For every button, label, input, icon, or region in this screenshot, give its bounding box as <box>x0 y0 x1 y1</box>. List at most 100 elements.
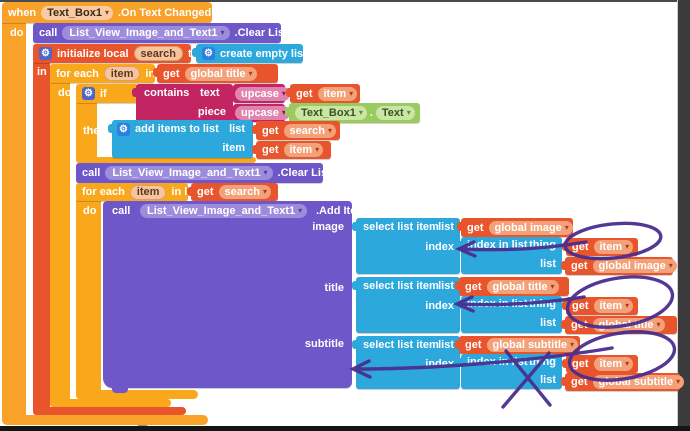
piece-param-label: piece <box>197 106 226 118</box>
var-dropdown[interactable]: global image ▾ <box>592 259 677 273</box>
get-keyword: get <box>572 241 589 253</box>
if-left-column[interactable] <box>76 102 97 157</box>
call-keyword: call <box>82 167 101 179</box>
loop-var-field[interactable]: item <box>103 66 141 81</box>
index-in-list-block-image[interactable]: index in list thing list <box>457 237 562 274</box>
get-global-subtitle-block-2[interactable]: get global subtitle ▾ <box>561 373 685 391</box>
local-var-name-field[interactable]: search <box>133 46 184 61</box>
component-dropdown[interactable]: Text_Box1 ▾ <box>295 106 367 120</box>
get-global-title-block-1[interactable]: get global title ▾ <box>455 277 569 296</box>
get-item-block-title[interactable]: get item ▾ <box>562 297 638 315</box>
select-list-item-block-image[interactable]: select list item list index <box>352 218 460 274</box>
select-list-item-block-subtitle[interactable]: select list item list index <box>352 336 460 389</box>
get-search-block-2[interactable]: get search ▾ <box>187 183 278 201</box>
property-dropdown[interactable]: Text ▾ <box>375 106 415 120</box>
contains-keyword: contains <box>144 87 190 99</box>
var-dropdown[interactable]: global subtitle ▾ <box>486 338 579 352</box>
var-dropdown-label: global title <box>598 319 654 331</box>
if-block[interactable]: ⚙ if <box>76 84 138 103</box>
get-global-subtitle-block-1[interactable]: get global subtitle ▾ <box>455 336 580 354</box>
dropdown-arrow-icon: ▾ <box>327 125 332 135</box>
upcase-block-1[interactable]: upcase ▾ <box>229 84 290 103</box>
var-dropdown[interactable]: global image ▾ <box>488 220 573 235</box>
dropdown-arrow-icon: ▾ <box>625 359 630 368</box>
foreach2-block[interactable]: for each item in list <box>76 183 200 201</box>
var-dropdown[interactable]: global title ▾ <box>486 279 559 294</box>
thing-param-label: thing <box>529 298 556 310</box>
select-list-item-block-title[interactable]: select list item list index <box>352 277 460 333</box>
contains-text-block[interactable]: contains text piece <box>132 84 233 122</box>
when-event-bottom[interactable] <box>2 415 208 425</box>
list-param-label: list <box>540 374 556 386</box>
foreach1-bottom[interactable] <box>50 399 171 407</box>
call-clear-list-block-2[interactable]: call List_View_Image_and_Text1 ▾ .Clear L… <box>76 163 331 183</box>
get-item-block-subtitle[interactable]: get item ▾ <box>562 355 638 373</box>
get-global-title-block[interactable]: get global title ▾ <box>153 64 278 83</box>
foreach1-left-column[interactable] <box>50 82 70 399</box>
var-dropdown[interactable]: item ▾ <box>593 299 634 313</box>
index-in-list-block-title[interactable]: index in list thing list <box>457 296 562 333</box>
var-dropdown[interactable]: global title ▾ <box>184 66 257 81</box>
gear-icon[interactable]: ⚙ <box>82 87 95 100</box>
get-item-block-image[interactable]: get item ▾ <box>562 238 638 256</box>
upcase-dropdown[interactable]: upcase ▾ <box>235 106 290 120</box>
when-event-left-column[interactable] <box>2 22 26 415</box>
upcase-dropdown[interactable]: upcase ▾ <box>235 86 290 101</box>
dropdown-arrow-icon: ▾ <box>104 7 109 17</box>
var-dropdown[interactable]: search ▾ <box>218 185 271 199</box>
get-item-block-if[interactable]: get item ▾ <box>286 84 360 103</box>
add-items-to-list-block[interactable]: ⚙ add items to list list item <box>108 120 253 158</box>
get-search-block-1[interactable]: get search ▾ <box>252 121 340 140</box>
upcase-block-2[interactable]: upcase ▾ <box>229 104 290 122</box>
select-list-item-label: select list item <box>363 280 439 292</box>
var-dropdown[interactable]: global subtitle ▾ <box>592 375 685 389</box>
var-dropdown[interactable]: item ▾ <box>593 357 634 371</box>
get-keyword: get <box>572 300 589 312</box>
dropdown-arrow-icon: ▾ <box>564 222 569 232</box>
dropdown-arrow-icon: ▾ <box>220 28 225 37</box>
loop-var-field[interactable]: item <box>129 184 167 200</box>
event-name: .On Text Changed <box>117 6 212 19</box>
var-dropdown[interactable]: item ▾ <box>593 240 634 254</box>
index-param-label: index <box>425 358 454 370</box>
gear-icon[interactable]: ⚙ <box>39 47 52 60</box>
call-add-item-block[interactable]: call List_View_Image_and_Text1 ▾ .Add Ite… <box>103 201 366 388</box>
dropdown-arrow-icon: ▾ <box>676 377 681 386</box>
get-global-image-block-1[interactable]: get global image ▾ <box>457 218 573 237</box>
init-local-left-column[interactable] <box>33 62 50 407</box>
dropdown-arrow-icon: ▾ <box>262 187 267 196</box>
component-dropdown[interactable]: List_View_Image_and_Text1 ▾ <box>105 166 273 180</box>
gear-icon[interactable]: ⚙ <box>117 123 130 136</box>
textbox-text-property-block[interactable]: Text_Box1 ▾ . Text ▾ <box>285 103 420 123</box>
component-dropdown[interactable]: List_View_Image_and_Text1 ▾ <box>140 204 308 218</box>
gear-icon[interactable]: ⚙ <box>202 47 215 60</box>
get-keyword: get <box>163 67 180 80</box>
get-global-title-block-2[interactable]: get global title ▾ <box>561 316 677 334</box>
var-dropdown[interactable]: item ▾ <box>283 143 324 157</box>
var-dropdown[interactable]: search ▾ <box>283 123 336 138</box>
var-dropdown[interactable]: global title ▾ <box>592 318 665 332</box>
create-empty-list-block[interactable]: ⚙ create empty list <box>192 44 307 63</box>
index-in-list-block-subtitle[interactable]: index in list thing list <box>457 354 562 389</box>
call-clear-list-block-1[interactable]: call List_View_Image_and_Text1 ▾ .Clear L… <box>33 23 288 43</box>
component-dropdown-label: List_View_Image_and_Text1 <box>147 205 296 217</box>
if-bottom[interactable] <box>76 157 256 163</box>
component-dropdown[interactable]: List_View_Image_and_Text1 ▾ <box>62 26 230 40</box>
foreach2-left-column[interactable] <box>76 200 101 390</box>
component-dropdown[interactable]: Text_Box1 ▾ <box>41 5 113 20</box>
foreach1-block[interactable]: for each item in list <box>50 64 174 83</box>
var-dropdown-label: item <box>323 87 347 100</box>
var-dropdown[interactable]: item ▾ <box>317 86 358 101</box>
get-item-block-additems[interactable]: get item ▾ <box>252 141 331 159</box>
init-local-block[interactable]: ⚙ initialize local search to <box>33 44 198 63</box>
init-local-bottom[interactable] <box>33 407 186 415</box>
dropdown-arrow-icon: ▾ <box>656 320 661 329</box>
get-global-image-block-2[interactable]: get global image ▾ <box>561 257 677 275</box>
var-dropdown-label: global subtitle <box>492 339 568 351</box>
foreach2-bottom[interactable] <box>76 390 198 399</box>
index-in-list-label: index in list <box>467 298 528 310</box>
list-param-label: list <box>540 317 556 329</box>
when-event-block[interactable]: when Text_Box1 ▾ .On Text Changed <box>2 2 212 23</box>
thing-param-label: thing <box>529 239 556 251</box>
var-dropdown-label: global image <box>598 260 666 272</box>
